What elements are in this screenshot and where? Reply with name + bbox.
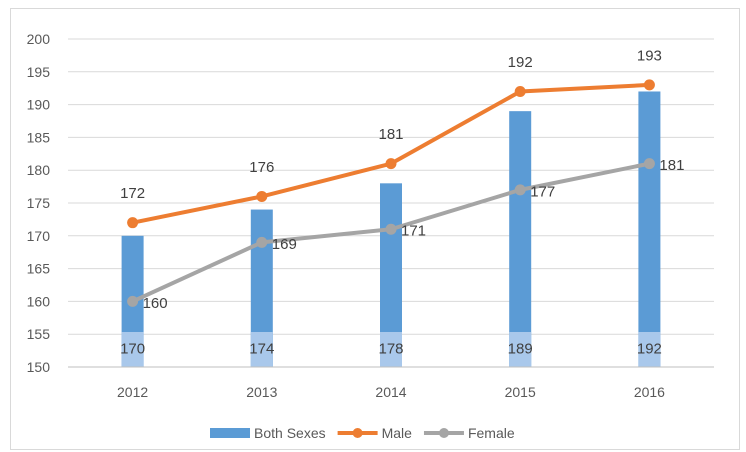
- value-label-male-2015: 192: [508, 54, 533, 71]
- value-label-male-2013: 176: [249, 159, 274, 176]
- value-label-male-2016: 193: [637, 47, 662, 64]
- value-label-female-2014: 171: [401, 223, 426, 240]
- y-tick-label-160: 160: [27, 293, 51, 309]
- marker-female-2013: [256, 236, 268, 248]
- legend-swatch-both-sexes: [210, 428, 250, 438]
- bar-value-label-2014: 178: [378, 341, 403, 358]
- bar-label-box-2012: [121, 332, 144, 367]
- y-tick-label-175: 175: [27, 195, 51, 211]
- marker-female-2014: [385, 223, 397, 235]
- marker-female-2015: [514, 184, 526, 196]
- axes: 150 155 160 165 170 175 180 185 190 195 200 2012 201…: [27, 31, 714, 400]
- x-tick-label-2015: 2015: [505, 384, 536, 400]
- y-tick-label-150: 150: [27, 359, 51, 375]
- value-label-male-2014: 181: [378, 126, 403, 143]
- y-tick-label-185: 185: [27, 129, 51, 145]
- marker-male-2013: [256, 190, 268, 202]
- marker-male-2014: [385, 158, 397, 170]
- legend-marker-male: [352, 428, 363, 438]
- x-tick-label-2013: 2013: [246, 384, 277, 400]
- x-tick-label-2014: 2014: [375, 384, 406, 400]
- marker-male-2015: [514, 85, 526, 97]
- y-tick-label-170: 170: [27, 228, 51, 244]
- legend-label-female: Female: [468, 425, 515, 441]
- bar-value-label-2016: 192: [637, 341, 662, 358]
- bar-value-label-2015: 189: [508, 341, 533, 358]
- y-tick-label-155: 155: [27, 326, 51, 342]
- value-label-female-2015: 177: [530, 183, 555, 200]
- bar-2015: [509, 111, 532, 367]
- y-tick-label-200: 200: [27, 31, 51, 47]
- legend-label-both-sexes: Both Sexes: [254, 425, 326, 441]
- y-tick-label-180: 180: [27, 162, 51, 178]
- bar-label-box-2016: [638, 332, 661, 367]
- data-labels: 170 174 178 189 192 172 176 181 192 193 160 169 171 1…: [120, 47, 684, 357]
- legend-label-male: Male: [382, 425, 413, 441]
- line-series: [127, 79, 655, 307]
- y-tick-label-195: 195: [27, 64, 51, 80]
- value-label-female-2012: 160: [143, 295, 168, 312]
- bar-value-label-2012: 170: [120, 341, 145, 358]
- marker-male-2012: [127, 217, 139, 229]
- gridlines: [68, 38, 714, 335]
- bar-value-label-2013: 174: [249, 341, 274, 358]
- legend: Both Sexes Male Female: [210, 425, 515, 441]
- value-label-male-2012: 172: [120, 185, 145, 202]
- marker-female-2016: [643, 158, 655, 170]
- x-tick-label-2016: 2016: [634, 384, 665, 400]
- x-tick-label-2012: 2012: [117, 384, 148, 400]
- value-label-female-2013: 169: [272, 236, 297, 253]
- value-label-female-2016: 181: [659, 157, 684, 174]
- marker-male-2016: [643, 79, 655, 91]
- y-tick-label-165: 165: [27, 261, 51, 277]
- bar-2016: [638, 91, 661, 367]
- bar-2013: [250, 209, 273, 367]
- bar-label-box-2014: [380, 332, 402, 367]
- y-tick-label-190: 190: [27, 97, 51, 113]
- marker-female-2012: [127, 295, 139, 307]
- bar-label-box-2013: [250, 332, 273, 367]
- legend-marker-female: [438, 428, 449, 438]
- bar-label-box-2015: [509, 332, 532, 367]
